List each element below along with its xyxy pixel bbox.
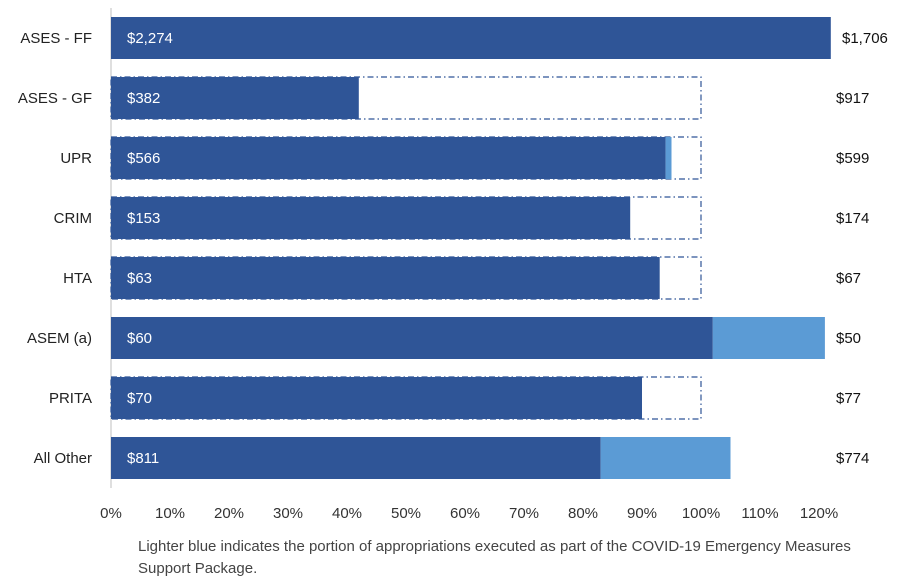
budget-label-3: $174 <box>836 210 869 227</box>
category-label-3: CRIM <box>54 210 92 227</box>
bar-executed-1 <box>111 77 359 119</box>
budget-label-4: $67 <box>836 270 861 287</box>
budget-label-1: $917 <box>836 90 869 107</box>
x-tick-label-0: 0% <box>100 505 122 522</box>
x-tick-label-10: 100% <box>682 505 720 522</box>
bar-executed-7 <box>111 437 601 479</box>
budget-label-2: $599 <box>836 150 869 167</box>
x-tick-label-1: 10% <box>155 505 185 522</box>
category-label-5: ASEM (a) <box>27 330 92 347</box>
bar-executed-0 <box>111 17 831 59</box>
bar-executed-2 <box>111 137 666 179</box>
bar-value-label-0: $2,274 <box>127 30 173 47</box>
x-tick-label-4: 40% <box>332 505 362 522</box>
bar-executed-4 <box>111 257 660 299</box>
bar-value-label-6: $70 <box>127 390 152 407</box>
bar-covid-5 <box>712 317 825 359</box>
budget-label-6: $77 <box>836 390 861 407</box>
bar-value-label-4: $63 <box>127 270 152 287</box>
budget-label-5: $50 <box>836 330 861 347</box>
x-tick-label-7: 70% <box>509 505 539 522</box>
x-tick-label-2: 20% <box>214 505 244 522</box>
bar-executed-6 <box>111 377 642 419</box>
x-tick-label-5: 50% <box>391 505 421 522</box>
category-label-4: HTA <box>63 270 92 287</box>
bar-value-label-5: $60 <box>127 330 152 347</box>
budget-label-7: $774 <box>836 450 869 467</box>
category-label-6: PRITA <box>49 390 92 407</box>
x-tick-label-9: 90% <box>627 505 657 522</box>
x-tick-label-11: 110% <box>741 505 778 522</box>
category-label-1: ASES - GF <box>18 90 92 107</box>
x-tick-label-6: 60% <box>450 505 480 522</box>
budget-label-0: $1,706 <box>842 30 888 47</box>
category-label-2: UPR <box>60 150 92 167</box>
bar-value-label-1: $382 <box>127 90 160 107</box>
chart-footnote: Lighter blue indicates the portion of ap… <box>138 538 851 577</box>
category-label-0: ASES - FF <box>20 30 92 47</box>
bar-value-label-3: $153 <box>127 210 160 227</box>
bar-covid-2 <box>665 137 672 179</box>
x-tick-label-3: 30% <box>273 505 303 522</box>
bar-executed-5 <box>111 317 713 359</box>
category-label-7: All Other <box>34 450 92 467</box>
bar-value-label-2: $566 <box>127 150 160 167</box>
x-tick-label-12: 120% <box>800 505 838 522</box>
bar-executed-3 <box>111 197 631 239</box>
x-tick-label-8: 80% <box>568 505 598 522</box>
bar-covid-7 <box>600 437 731 479</box>
bar-value-label-7: $811 <box>127 450 159 467</box>
